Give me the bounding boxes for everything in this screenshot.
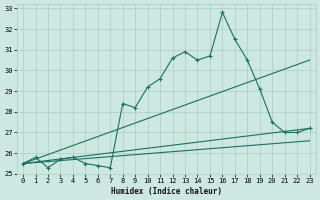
X-axis label: Humidex (Indice chaleur): Humidex (Indice chaleur) — [111, 187, 222, 196]
